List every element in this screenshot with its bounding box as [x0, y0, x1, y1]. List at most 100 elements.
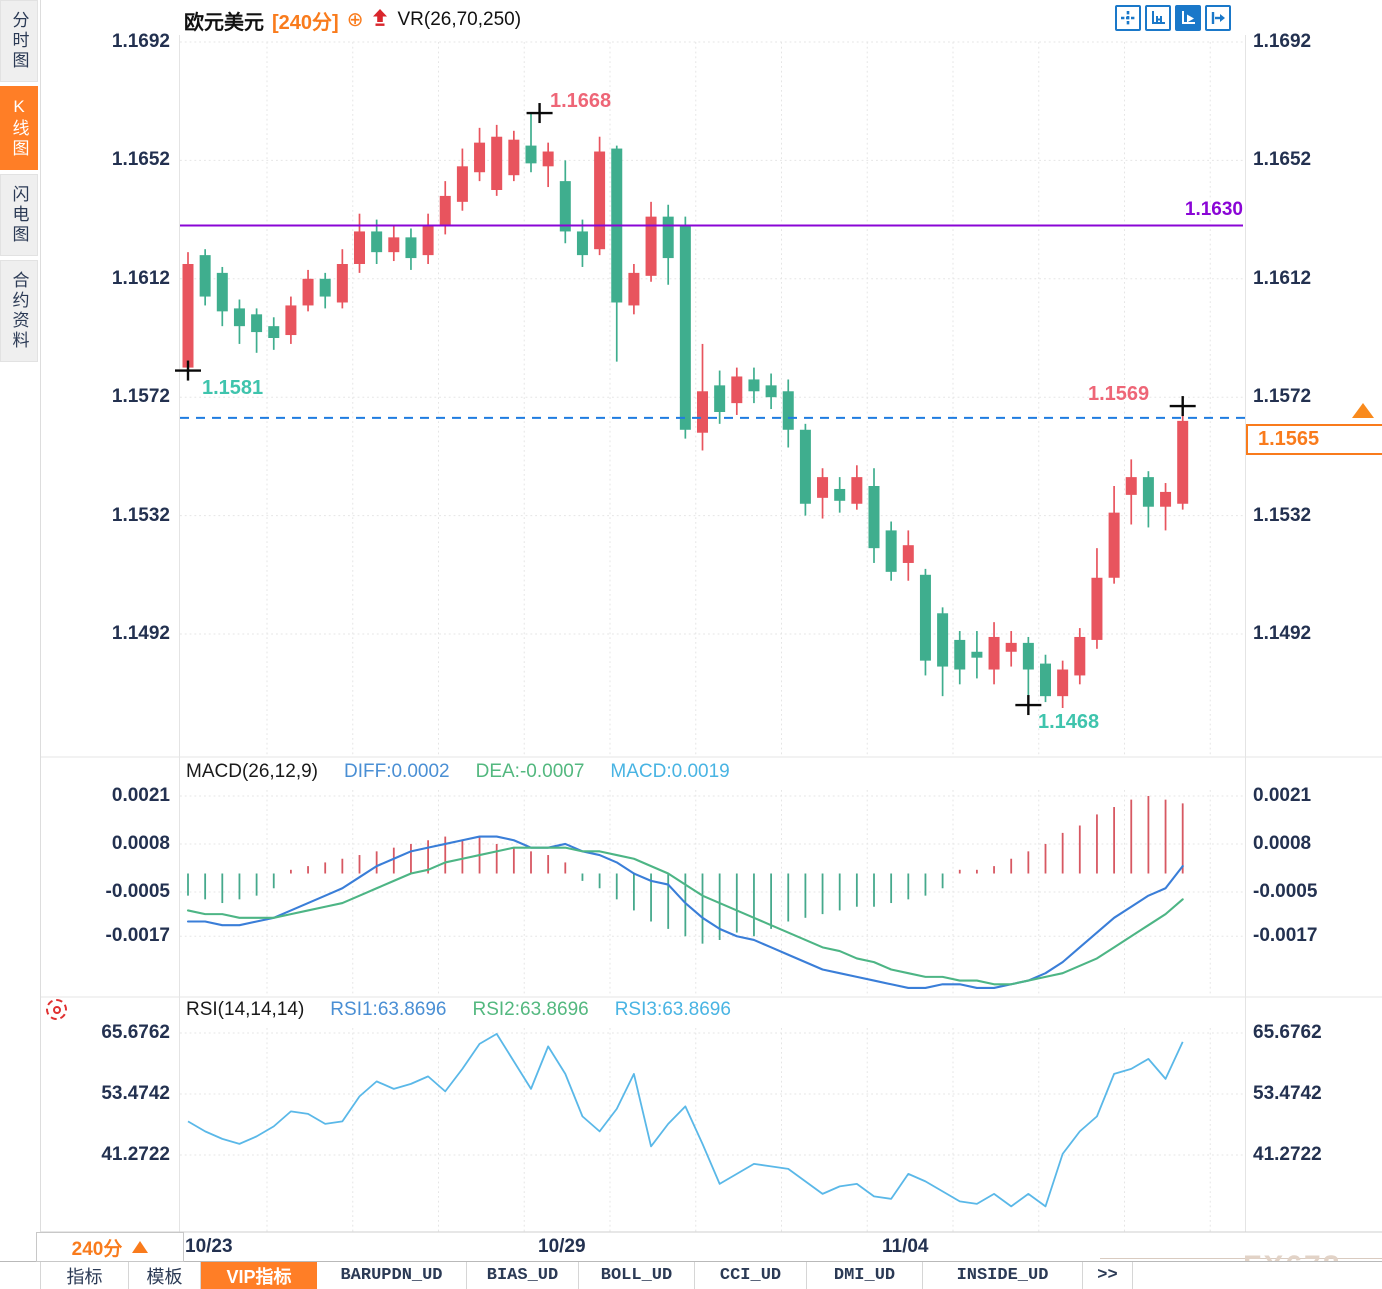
rsi-tick-right-2: 41.2722 [1253, 1144, 1322, 1166]
candle-body [525, 145, 537, 164]
last-high-label: 1.1569 [1088, 383, 1150, 405]
macd-tick-left-1: 0.0008 [111, 832, 170, 854]
candle-body [902, 545, 914, 563]
add-indicator-icon[interactable]: ⊕ [346, 9, 364, 31]
candle-body [576, 231, 588, 256]
price-tick-left-1: 1.1652 [111, 149, 170, 171]
sidebar-item-timeshare-chart[interactable]: 分时图 [0, 0, 38, 82]
macd-dea-value: DEA:-0.0007 [475, 761, 585, 782]
candle-body [971, 651, 983, 658]
price-tick-right-4: 1.1532 [1253, 504, 1312, 526]
period-selector[interactable]: 240分 [36, 1232, 184, 1262]
candle-body [697, 391, 708, 433]
macd-panel-header: MACD(26,12,9) DIFF:0.0002 DEA:-0.0007 MA… [186, 761, 730, 783]
macd-tick-right-0: 0.0021 [1253, 784, 1312, 806]
sidebar-item-kline-chart[interactable]: K线图 [0, 86, 38, 170]
candle-body [319, 278, 331, 297]
candle-body [628, 272, 640, 306]
candle-body [817, 477, 829, 498]
up-arrow-icon [371, 8, 389, 33]
current-price-box: 1.1565 [1246, 424, 1382, 455]
bottom-tab-2[interactable]: VIP指标 [201, 1262, 317, 1289]
macd-tick-right-1: 0.0008 [1253, 832, 1312, 854]
candle-body [251, 314, 263, 333]
candle-body [988, 636, 1000, 670]
macd-value: MACD:0.0019 [610, 761, 730, 782]
auto-scroll-icon[interactable] [1175, 5, 1201, 31]
candle-body [439, 195, 451, 226]
candle-body [731, 376, 743, 404]
candle-body [1125, 477, 1137, 495]
candle-body [422, 225, 434, 256]
candle-body [405, 237, 417, 259]
swing-high-label: 1.1668 [550, 90, 612, 112]
candle-body [1040, 663, 1051, 697]
x-axis-date-0: 10/23 [185, 1236, 233, 1257]
candle-body [216, 272, 228, 312]
rsi-tick-left-2: 41.2722 [101, 1144, 170, 1166]
bottom-tab-9[interactable]: >> [1083, 1262, 1133, 1289]
candle-body [233, 308, 245, 327]
price-up-arrow-icon [1352, 403, 1374, 418]
rsi-tick-right-1: 53.4742 [1253, 1083, 1322, 1104]
price-tick-right-3: 1.1572 [1253, 386, 1312, 408]
candle-body [1142, 477, 1154, 507]
crosshair-icon[interactable] [1115, 5, 1141, 31]
candle-body [559, 181, 571, 232]
chart-mode-sidebar: 分时图 K线图 闪电图 合约资料 [0, 0, 41, 1288]
candle-body [1091, 577, 1103, 640]
candle-body [662, 216, 674, 259]
price-tick-right-2: 1.1612 [1253, 267, 1312, 289]
macd-tick-left-2: -0.0005 [105, 880, 170, 902]
candle-body [268, 326, 280, 338]
macd-tick-left-3: -0.0017 [105, 925, 170, 947]
candle-body [1074, 636, 1086, 676]
candle-body [868, 486, 880, 549]
resistance-level-label: 1.1630 [1184, 199, 1243, 220]
sidebar-item-contract-info[interactable]: 合约资料 [0, 260, 38, 362]
price-tick-left-2: 1.1612 [111, 267, 170, 289]
axis-scale-icon[interactable] [1145, 5, 1171, 31]
candle-body [937, 613, 949, 667]
candle-body [679, 225, 691, 430]
candle-body [388, 237, 400, 253]
tabbar-corner [0, 1262, 41, 1289]
bottom-tab-0[interactable]: 指标 [41, 1262, 129, 1289]
candle-body [851, 477, 863, 504]
candle-body [645, 216, 657, 276]
bottom-tab-8[interactable]: INSIDE_UD [923, 1262, 1083, 1289]
rsi-panel-header: RSI(14,14,14) RSI1:63.8696 RSI2:63.8696 … [186, 999, 731, 1021]
chart-header: 欧元美元 [240分] ⊕ VR(26,70,250) [184, 6, 521, 34]
bottom-tab-4[interactable]: BIAS_UD [467, 1262, 579, 1289]
candle-body [371, 231, 383, 253]
indicator-tabbar: 指标 模板 VIP指标 BARUPDN_UD BIAS_UD BOLL_UD CCI_UD D… [0, 1261, 1382, 1289]
candle-body [182, 264, 194, 368]
candle-body [954, 639, 966, 670]
sidebar-item-lightning-chart[interactable]: 闪电图 [0, 174, 38, 256]
watermark-line [1100, 1258, 1382, 1259]
x-axis-date-1: 10/29 [538, 1236, 586, 1257]
macd-title: MACD(26,12,9) [186, 761, 318, 782]
candle-body [1022, 642, 1034, 670]
x-axis-date-2: 11/04 [882, 1236, 929, 1257]
candle-body [834, 488, 846, 501]
candle-body [199, 255, 211, 297]
bottom-tab-5[interactable]: BOLL_UD [579, 1262, 695, 1289]
bottom-tab-6[interactable]: CCI_UD [695, 1262, 807, 1289]
pan-right-icon[interactable] [1205, 5, 1231, 31]
candle-body [1057, 669, 1069, 697]
bottom-tab-3[interactable]: BARUPDN_UD [317, 1262, 467, 1289]
price-tick-right-1: 1.1652 [1253, 149, 1312, 171]
chart-toolbar [1115, 5, 1231, 31]
price-tick-left-5: 1.1492 [111, 623, 170, 644]
bottom-tab-1[interactable]: 模板 [129, 1262, 201, 1289]
candle-body [336, 264, 348, 303]
candle-body [714, 385, 726, 412]
candle-body [919, 574, 931, 661]
indicator-settings-sun-icon[interactable] [46, 999, 67, 1020]
period-tag[interactable]: [240分] [272, 11, 339, 34]
price-tick-left-3: 1.1572 [111, 386, 170, 408]
bottom-tab-7[interactable]: DMI_UD [807, 1262, 923, 1289]
